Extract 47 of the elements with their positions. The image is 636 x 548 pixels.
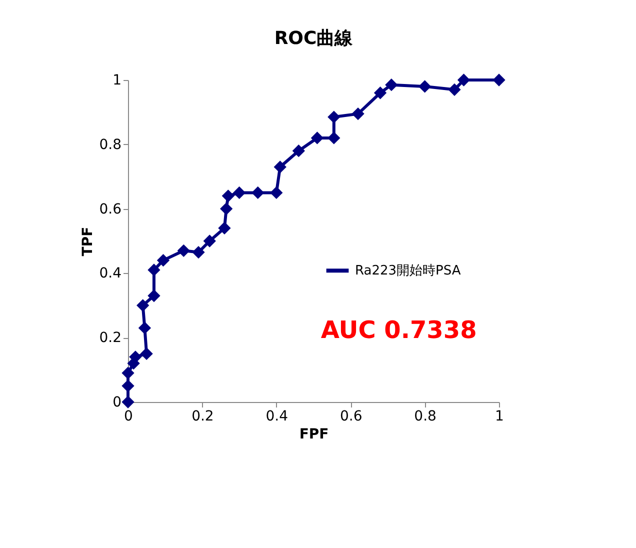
x-tick-label: 0: [124, 408, 133, 424]
y-tick-label: 0.2: [99, 330, 122, 346]
x-tick-label: 1: [495, 408, 504, 424]
point: [418, 80, 432, 93]
point: [136, 299, 150, 312]
point: [218, 222, 231, 234]
point: [140, 347, 153, 360]
y-tick-label: 0.4: [99, 266, 122, 282]
point: [274, 160, 286, 174]
chart-title: ROC曲線: [274, 28, 354, 49]
y-axis-title: TPF: [80, 226, 96, 256]
legend-label: Ra223開始時PSA: [355, 264, 461, 279]
point: [122, 396, 134, 408]
point: [138, 322, 152, 334]
y-tick-label: 1: [112, 72, 122, 88]
point: [492, 74, 506, 86]
point: [220, 202, 233, 216]
point: [252, 186, 264, 200]
y-tick-label: 0: [112, 394, 122, 410]
point: [448, 83, 461, 96]
point: [148, 289, 160, 302]
point: [122, 380, 134, 392]
x-tick-label: 0.4: [266, 408, 288, 424]
point: [292, 144, 305, 158]
point: [457, 74, 470, 86]
point: [310, 132, 324, 144]
point: [177, 244, 190, 257]
point: [385, 78, 398, 92]
x-axis-title: FPF: [299, 426, 329, 442]
point: [270, 186, 283, 200]
point: [203, 234, 216, 248]
annotation: AUC 0.7338: [320, 316, 477, 344]
point: [156, 254, 170, 267]
point: [222, 190, 234, 202]
x-tick-label: 0.8: [414, 408, 436, 424]
point: [352, 107, 364, 120]
y-tick-label: 0.6: [99, 201, 122, 218]
x-tick-label: 0.6: [340, 408, 362, 424]
y-tick-label: 0.8: [99, 136, 122, 153]
point: [122, 366, 134, 380]
point: [232, 186, 246, 200]
point: [328, 132, 340, 144]
point: [148, 264, 160, 276]
x-tick-label: 0.2: [192, 408, 214, 424]
point: [328, 110, 340, 124]
point: [374, 86, 387, 100]
point: [192, 246, 205, 259]
